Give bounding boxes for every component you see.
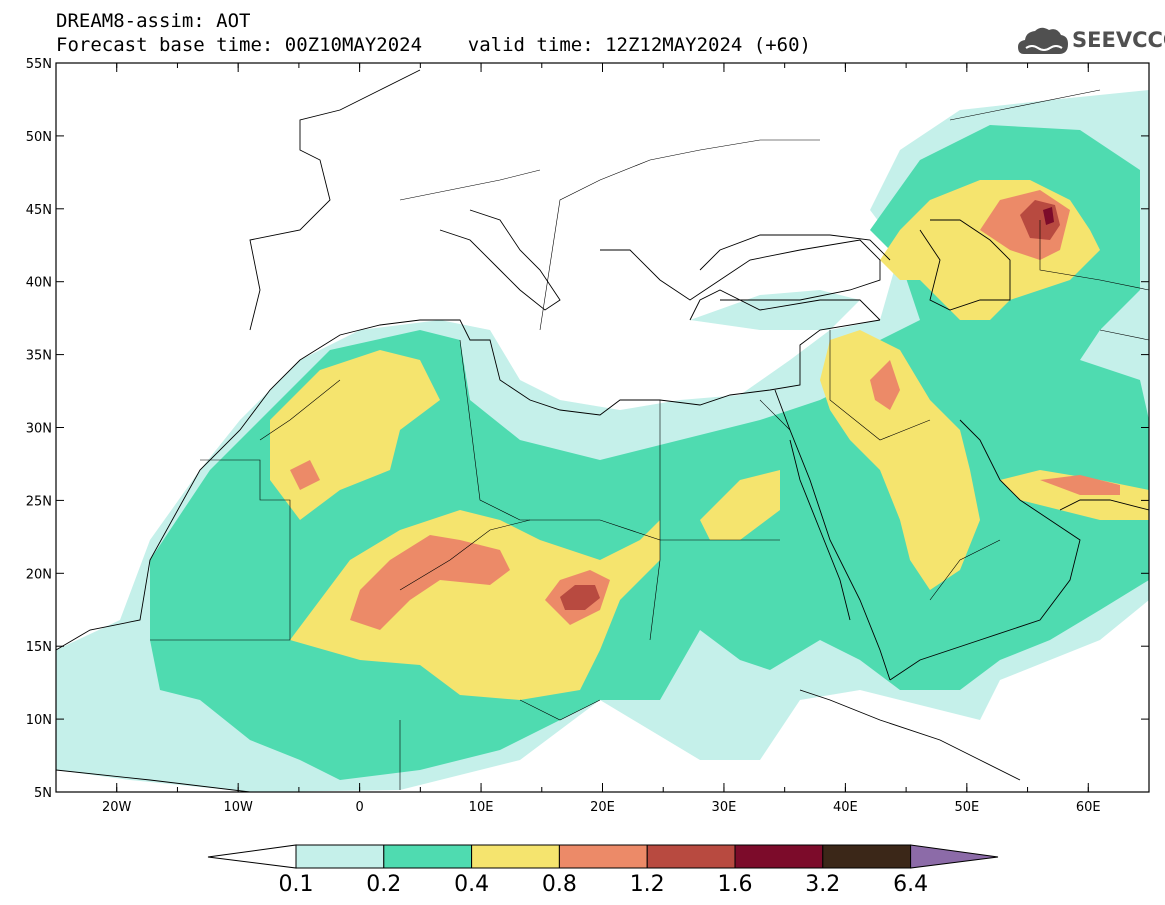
lon-tick-label: 20E xyxy=(590,800,615,815)
lon-tick-label: 0 xyxy=(355,800,363,815)
colorbar-segment xyxy=(295,844,385,869)
lon-tick-label: 20W xyxy=(102,800,132,815)
colorbar-segment xyxy=(822,844,912,869)
lon-tick-label: 60E xyxy=(1076,800,1101,815)
colorbar-over-arrow xyxy=(910,844,999,869)
lon-tick-label: 10W xyxy=(223,800,253,815)
colorbar-segment xyxy=(471,844,560,869)
colorbar-segment xyxy=(383,844,473,869)
colorbar-label: 0.4 xyxy=(454,872,490,897)
lon-tick-label: 30E xyxy=(712,800,737,815)
lat-tick-label: 25N xyxy=(26,494,52,509)
colorbar-under-arrow xyxy=(207,844,297,869)
map-title: DREAM8-assim: AOT xyxy=(56,10,251,32)
cloud-icon xyxy=(1018,27,1068,54)
colorbar-label: 0.2 xyxy=(366,872,402,897)
colorbar-label: 0.1 xyxy=(278,872,314,897)
colorbar-segment xyxy=(558,844,648,869)
lat-tick-label: 10N xyxy=(26,713,52,728)
colorbar-label: 1.2 xyxy=(629,872,665,897)
lat-tick-label: 55N xyxy=(26,57,52,72)
lat-tick-label: 20N xyxy=(26,567,52,582)
colorbar-label: 1.6 xyxy=(717,872,753,897)
aot-field-peak xyxy=(1043,207,1054,225)
colorbar-label: 3.2 xyxy=(805,872,841,897)
lon-tick-label: 40E xyxy=(833,800,858,815)
forecast-time-line: Forecast base time: 00Z10MAY2024 valid t… xyxy=(56,34,811,56)
logo-text: SEEVCCC xyxy=(1072,28,1165,52)
colorbar-label: 6.4 xyxy=(893,872,929,897)
lon-tick-label: 50E xyxy=(954,800,979,815)
lat-tick-label: 30N xyxy=(26,422,52,437)
lat-tick-label: 45N xyxy=(26,203,52,218)
coastlines xyxy=(56,69,1149,792)
borders xyxy=(150,89,1149,790)
lat-tick-label: 35N xyxy=(26,349,52,364)
aot-field-high xyxy=(270,180,1149,700)
colorbar-segment xyxy=(734,844,824,869)
axis-ticks: 20W 10W 0 10E 20E 30E 40E 50E 60E 55N 50N 45N 40N 35N… xyxy=(26,57,1150,815)
seevccc-logo: SEEVCCC xyxy=(1016,24,1165,60)
lat-tick-label: 40N xyxy=(26,276,52,291)
lon-tick-label: 10E xyxy=(469,800,494,815)
colorbar xyxy=(207,844,999,869)
lat-tick-label: 15N xyxy=(26,640,52,655)
lat-tick-label: 5N xyxy=(34,786,52,801)
lat-tick-label: 50N xyxy=(26,130,52,145)
colorbar-label: 0.8 xyxy=(541,872,577,897)
colorbar-segment xyxy=(646,844,736,869)
